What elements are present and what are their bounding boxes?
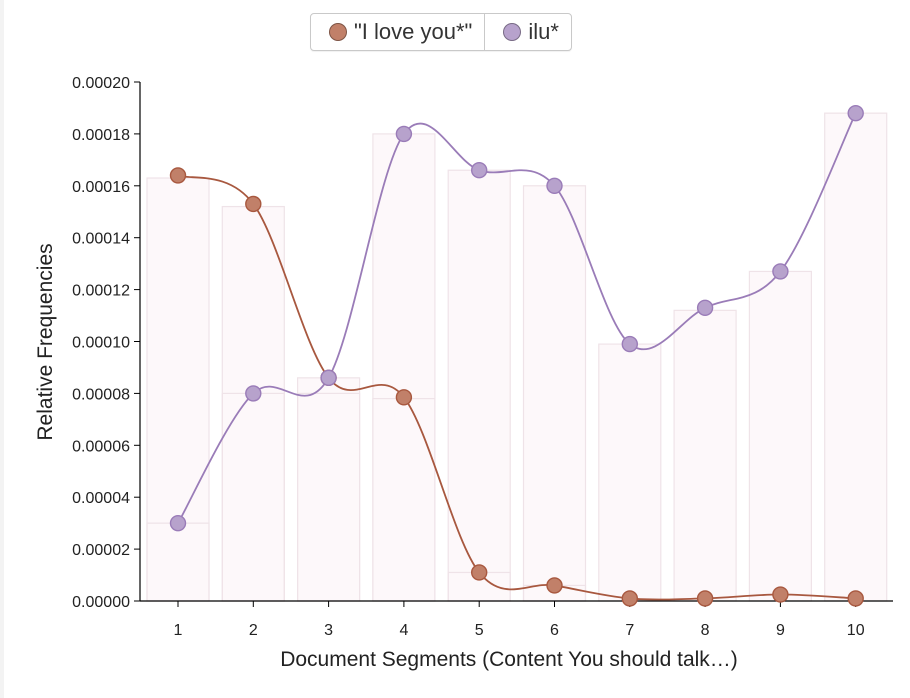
x-axis-label: Document Segments (Content You should ta… — [280, 648, 738, 671]
data-point-series-0[interactable] — [471, 564, 488, 581]
data-point-series-0[interactable] — [546, 577, 563, 594]
legend-item-ilu[interactable]: ilu* — [484, 14, 571, 50]
x-tick-label: 7 — [625, 622, 634, 639]
bar — [748, 270, 813, 602]
y-tick-label: 0.00016 — [72, 179, 130, 196]
data-point-series-1[interactable] — [395, 125, 413, 143]
data-point-series-1[interactable] — [847, 104, 864, 122]
data-point-series-1[interactable] — [169, 514, 187, 532]
x-tick-label: 2 — [249, 622, 258, 639]
y-tick-label: 0.00002 — [72, 542, 130, 559]
x-tick-label: 3 — [324, 622, 333, 639]
data-point-series-0[interactable] — [169, 167, 187, 184]
y-tick-label: 0.00008 — [72, 386, 130, 403]
y-tick-label: 0.00012 — [72, 283, 130, 300]
axes-layer: 0.00000 0.00002 0.00004 0.00006 0.00008 0.000… — [72, 75, 893, 639]
data-point-series-1[interactable] — [696, 299, 714, 316]
bar — [598, 343, 662, 602]
data-point-series-0[interactable] — [395, 389, 413, 406]
series-points — [169, 104, 864, 607]
y-tick-label: 0.00018 — [72, 127, 130, 144]
legend: "I love you*" ilu* — [310, 13, 572, 51]
data-point-series-1[interactable] — [245, 385, 262, 402]
bar — [221, 205, 285, 602]
bar — [824, 112, 888, 602]
legend-swatch-ilu — [503, 23, 522, 41]
bar — [522, 185, 587, 602]
bar — [146, 177, 210, 602]
data-point-series-0[interactable] — [696, 590, 714, 607]
data-point-series-1[interactable] — [320, 369, 337, 387]
data-point-series-1[interactable] — [772, 263, 789, 280]
y-tick-label: 0.00010 — [72, 335, 130, 352]
legend-label-ilu: ilu* — [528, 19, 559, 44]
x-tick-label: 5 — [475, 622, 484, 639]
bar-layer — [146, 112, 888, 602]
series-line-1 — [177, 112, 857, 524]
data-point-series-0[interactable] — [245, 195, 262, 213]
y-tick-label: 0.00000 — [72, 594, 130, 611]
legend-label-i-love-you: "I love you*" — [354, 19, 473, 44]
legend-swatch-i-love-you — [329, 23, 347, 41]
bar — [447, 169, 511, 602]
x-tick-label: 1 — [174, 622, 183, 639]
data-point-series-0[interactable] — [847, 590, 864, 607]
bar — [372, 133, 436, 602]
y-tick-label: 0.00004 — [72, 490, 130, 507]
y-tick-label: 0.00006 — [72, 438, 130, 455]
y-tick-label: 0.00014 — [72, 231, 130, 248]
legend-item-i-love-you[interactable]: "I love you*" — [311, 14, 484, 50]
y-tick-label: 0.00020 — [72, 75, 130, 92]
data-point-series-0[interactable] — [621, 590, 638, 607]
x-tick-label: 10 — [847, 622, 865, 639]
x-tick-label: 8 — [701, 622, 710, 639]
data-point-series-0[interactable] — [772, 586, 789, 603]
data-point-series-1[interactable] — [471, 162, 488, 179]
x-tick-label: 4 — [399, 622, 408, 639]
bar — [673, 309, 737, 602]
y-axis-label: Relative Frequencies — [34, 243, 57, 440]
x-tick-label: 9 — [776, 622, 785, 639]
data-point-series-1[interactable] — [546, 177, 563, 195]
x-tick-label: 6 — [550, 622, 559, 639]
bar — [297, 377, 361, 602]
data-point-series-1[interactable] — [621, 335, 638, 353]
